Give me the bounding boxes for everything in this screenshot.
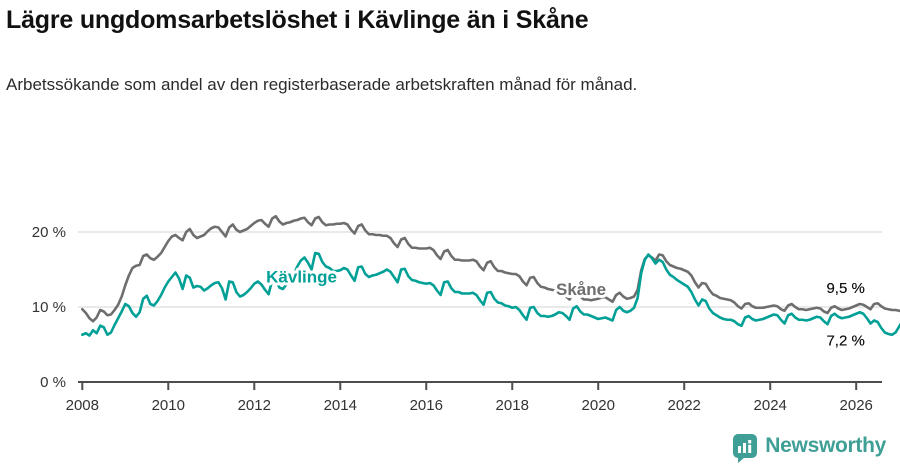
x-axis-tick-label: 2010	[152, 397, 185, 414]
kavlinge-inline-label-halo: Kävlinge	[266, 267, 337, 286]
skane-inline-label: Skåne	[556, 280, 606, 299]
x-axis-tick-label: 2022	[668, 397, 701, 414]
kavlinge-end-label-halo: 7,2 %	[826, 332, 864, 349]
bar-chart-bubble-icon	[733, 434, 758, 463]
logo-wordmark: Newsworthy	[765, 434, 886, 457]
y-axis-tick-label: 10 %	[32, 299, 66, 316]
x-axis-tick-label: 2018	[496, 397, 529, 414]
page-subtitle: Arbetssökande som andel av den registerb…	[6, 75, 638, 94]
x-axis-tick-label: 2014	[324, 397, 357, 414]
x-axis-tick-label: 2008	[66, 397, 99, 414]
skane-end-label-halo: 9,5 %	[826, 280, 864, 297]
y-axis-tick-label: 20 %	[32, 224, 66, 241]
kavlinge-end-label: 7,2 %	[826, 332, 864, 349]
chart-footer: Newsworthy	[0, 430, 900, 474]
x-axis-tick-label: 2016	[410, 397, 443, 414]
x-axis-tick-label: 2026	[840, 397, 873, 414]
newsworthy-logo[interactable]: Newsworthy	[733, 434, 886, 463]
chart-container: 0 % 10 % 20 % 2008 2010 2012 2014 2016 2018 2020 2…	[0, 150, 900, 420]
y-axis-tick-label: 0 %	[40, 374, 66, 391]
x-axis-tick-label: 2024	[754, 397, 787, 414]
series-line-skne	[81, 214, 900, 323]
x-axis-tick-label: 2020	[582, 397, 615, 414]
kavlinge-inline-label: Kävlinge	[266, 267, 337, 286]
skane-end-label: 9,5 %	[826, 280, 864, 297]
line-chart: 0 % 10 % 20 % 2008 2010 2012 2014 2016 2018 2020 2…	[32, 214, 900, 414]
skane-inline-label-halo: Skåne	[556, 280, 606, 299]
series-line-kvlinge	[81, 251, 900, 337]
page-title: Lägre ungdomsarbetslöshet i Kävlinge än …	[6, 6, 589, 34]
x-axis-tick-label: 2012	[238, 397, 271, 414]
